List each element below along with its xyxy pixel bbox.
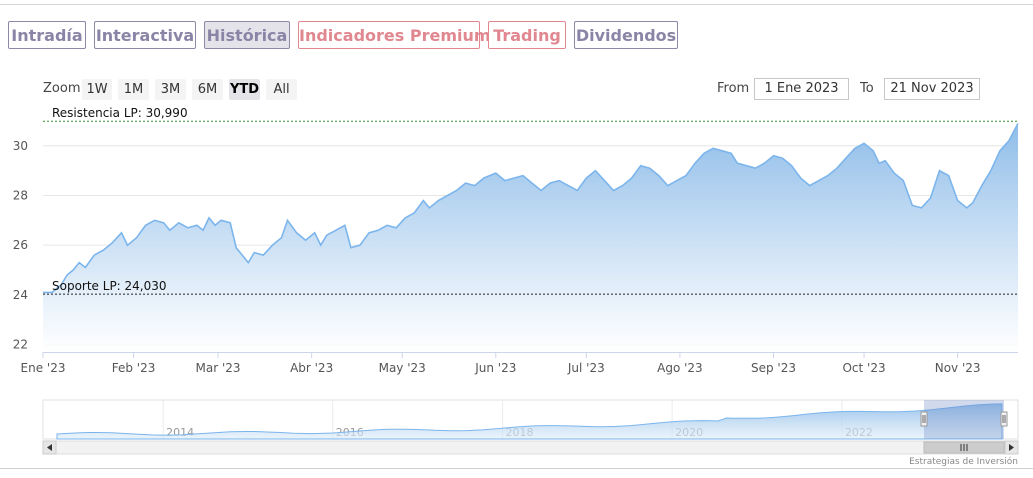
x-tick-label: Nov '23 (935, 361, 981, 375)
scroll-right-arrow-icon (1009, 444, 1014, 451)
x-tick-label: Jul '23 (567, 361, 605, 375)
to-label: To (860, 81, 874, 96)
navigator-selection[interactable] (924, 400, 1004, 439)
navigator-left-handle[interactable] (920, 411, 928, 427)
tab-dividendos[interactable]: Dividendos (574, 21, 678, 49)
zoom-ytd-button[interactable]: YTD (229, 79, 260, 100)
y-tick-label: 26 (13, 238, 28, 252)
y-tick-label: 28 (13, 188, 28, 202)
x-tick-label: May '23 (379, 361, 426, 375)
x-tick-label: Jun '23 (474, 361, 516, 375)
x-tick-label: Ago '23 (657, 361, 703, 375)
from-date-input[interactable]: 1 Ene 2023 (754, 78, 849, 100)
price-line (43, 123, 1019, 294)
zoom-6m-button[interactable]: 6M (192, 79, 223, 100)
tab-indicadores-premium[interactable]: Indicadores Premium (298, 21, 491, 49)
x-tick-label: Ene '23 (21, 361, 66, 375)
resistance-label: Resistencia LP: 30,990 (52, 106, 188, 120)
zoom-1m-button[interactable]: 1M (118, 79, 149, 100)
y-tick-label: 22 (13, 338, 28, 352)
zoom-1w-button[interactable]: 1W (82, 79, 112, 100)
top-divider (0, 4, 1033, 5)
tab-trading[interactable]: Trading (488, 21, 566, 49)
scroll-left-arrow-icon (47, 444, 52, 451)
support-label: Soporte LP: 24,030 (52, 279, 167, 293)
from-label: From (717, 81, 750, 96)
navigator-right-handle[interactable] (1000, 411, 1008, 427)
scrollbar-track[interactable] (42, 440, 1019, 455)
price-area (43, 123, 1018, 352)
y-tick-label: 24 (13, 288, 28, 302)
x-tick-label: Sep '23 (751, 361, 796, 375)
zoom-3m-button[interactable]: 3M (155, 79, 186, 100)
navigator-series (56, 403, 1003, 440)
to-date-input[interactable]: 21 Nov 2023 (884, 78, 980, 100)
credits-label[interactable]: Estrategias de Inversión (909, 456, 1018, 467)
y-tick-label: 30 (13, 139, 28, 153)
tab-historica[interactable]: Histórica (204, 21, 290, 49)
x-tick-label: Oct '23 (842, 361, 885, 375)
zoom-label: Zoom (43, 81, 81, 96)
bottom-divider (0, 468, 1033, 469)
x-tick-label: Mar '23 (196, 361, 241, 375)
x-tick-label: Abr '23 (290, 361, 333, 375)
x-tick-label: Feb '23 (112, 361, 156, 375)
tab-intradia[interactable]: Intradía (8, 21, 86, 49)
zoom-all-button[interactable]: All (266, 79, 297, 100)
tab-interactiva[interactable]: Interactiva (94, 21, 196, 49)
